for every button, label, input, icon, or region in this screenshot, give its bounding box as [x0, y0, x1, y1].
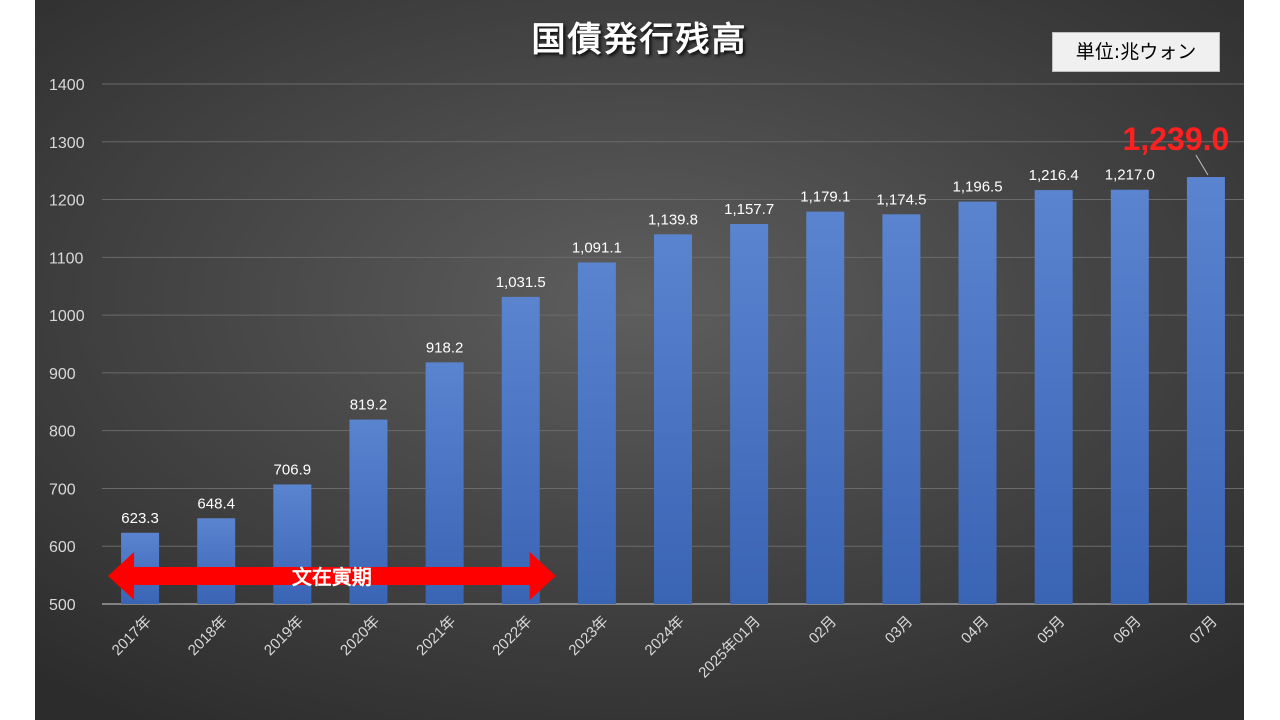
data-label: 1,139.8 — [648, 211, 698, 228]
x-tick-label: 2021年 — [413, 613, 459, 659]
data-label: 623.3 — [121, 510, 159, 527]
data-label: 1,196.5 — [953, 179, 1003, 196]
bar — [1110, 189, 1149, 604]
x-axis-ticks: 2017年 2018年 2019年 2020年 2021年 2022年 2023年 2024年… — [109, 613, 1221, 682]
bars — [121, 177, 1225, 605]
y-tick-label: 900 — [49, 366, 76, 383]
annotation-label: 文在寅期 — [292, 565, 372, 589]
x-tick-label: 07月 — [1186, 613, 1220, 647]
y-tick-label: 700 — [49, 481, 76, 498]
data-label: 1,216.4 — [1029, 167, 1079, 184]
x-tick-label: 03月 — [882, 613, 916, 647]
y-tick-label: 1400 — [49, 77, 85, 94]
bar — [1186, 177, 1225, 604]
data-label: 1,157.7 — [724, 201, 774, 218]
y-axis-ticks: 500 600 700 800 900 1000 1100 1200 1300 1400 — [49, 77, 85, 614]
data-label: 819.2 — [350, 397, 388, 414]
bar — [501, 296, 540, 604]
x-tick-label: 2024年 — [642, 613, 688, 659]
y-tick-label: 1300 — [49, 135, 85, 152]
highlight-data-label: 1,239.0 — [1123, 121, 1230, 157]
x-tick-label: 02月 — [806, 613, 840, 647]
x-tick-label: 2019年 — [261, 613, 307, 659]
x-tick-label: 05月 — [1034, 613, 1068, 647]
double-arrow — [108, 552, 556, 600]
y-tick-label: 800 — [49, 424, 76, 441]
data-label: 1,179.1 — [800, 189, 850, 206]
chart-panel: 500 600 700 800 900 1000 1100 1200 1300 1400 623.… — [35, 0, 1244, 720]
x-tick-label: 06月 — [1110, 613, 1144, 647]
data-label: 1,031.5 — [496, 274, 546, 291]
data-label: 918.2 — [426, 339, 464, 356]
x-tick-label: 04月 — [958, 613, 992, 647]
y-tick-label: 500 — [49, 597, 76, 614]
data-label: 1,174.5 — [876, 191, 926, 208]
bar — [1034, 190, 1073, 604]
x-tick-label: 2023年 — [565, 613, 611, 659]
x-tick-label: 2022年 — [489, 613, 535, 659]
chart-canvas: 500 600 700 800 900 1000 1100 1200 1300 1400 623.… — [49, 77, 1244, 682]
annotation-arrow: 文在寅期 — [108, 552, 556, 600]
x-tick-label: 2020年 — [337, 613, 383, 659]
x-tick-label: 2017年 — [109, 613, 155, 659]
chart-title: 国債発行残高 — [531, 20, 748, 60]
data-label: 648.4 — [197, 495, 235, 512]
data-labels: 623.3 648.4 706.9 819.2 918.2 1,031.5 1,091.1 1… — [121, 121, 1229, 527]
leader-line — [1195, 154, 1209, 176]
y-tick-label: 1000 — [49, 308, 85, 325]
bar — [425, 362, 464, 604]
bar — [577, 262, 616, 604]
bar — [197, 518, 236, 604]
bar — [882, 214, 921, 605]
data-label: 1,217.0 — [1105, 167, 1155, 184]
y-tick-label: 1100 — [49, 250, 84, 267]
unit-label: 単位:兆ウォン — [1052, 32, 1220, 72]
data-label: 1,091.1 — [572, 239, 622, 256]
x-tick-label: 2025年01月 — [695, 613, 764, 682]
bar — [654, 234, 692, 605]
data-label: 706.9 — [274, 461, 312, 478]
bar — [806, 211, 845, 604]
bar — [730, 223, 769, 605]
bar — [958, 201, 997, 605]
y-tick-label: 600 — [49, 539, 76, 556]
x-tick-label: 2018年 — [185, 613, 231, 659]
y-tick-label: 1200 — [49, 193, 85, 210]
